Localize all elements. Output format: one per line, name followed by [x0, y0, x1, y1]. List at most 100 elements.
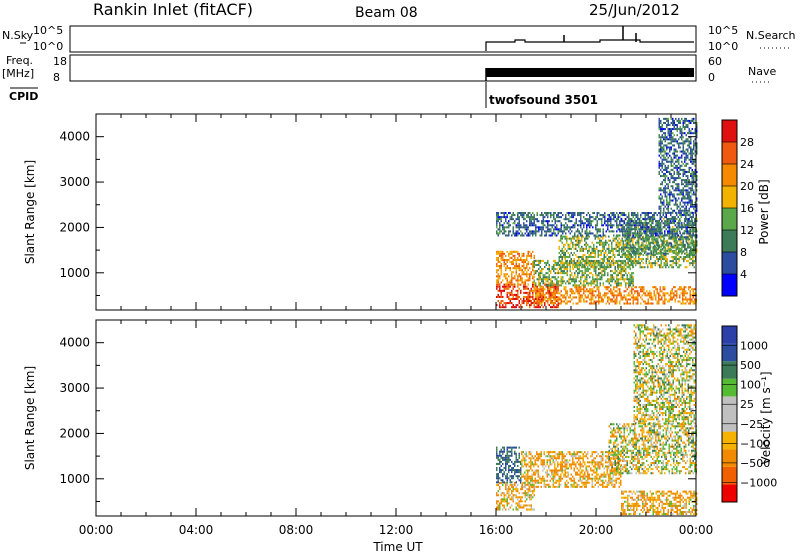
data-cell [660, 201, 662, 204]
data-cell [612, 258, 614, 261]
data-cell [678, 117, 680, 120]
data-cell [619, 302, 621, 305]
data-cell [669, 172, 671, 176]
data-cell [676, 150, 678, 153]
data-cell [661, 248, 663, 251]
data-cell [532, 269, 534, 272]
data-cell [570, 247, 572, 250]
data-cell [586, 214, 588, 217]
data-cell [521, 459, 523, 462]
data-cell [528, 477, 530, 480]
data-cell [608, 216, 610, 219]
data-cell [520, 460, 522, 463]
data-cell [611, 294, 613, 297]
data-cell [508, 232, 510, 235]
data-cell [679, 121, 681, 124]
data-cell [592, 216, 594, 219]
data-cell [574, 292, 576, 295]
data-cell [650, 224, 652, 227]
data-cell [499, 275, 501, 278]
data-cell [581, 258, 583, 261]
data-cell [687, 156, 689, 159]
data-cell [664, 248, 666, 251]
data-cell [678, 166, 680, 169]
data-cell [690, 211, 692, 214]
data-cell [512, 228, 514, 231]
data-cell [691, 172, 693, 176]
data-cell [616, 220, 618, 223]
data-cell [632, 224, 634, 227]
data-cell [667, 218, 669, 221]
data-cell [678, 170, 680, 173]
data-cell [643, 228, 645, 231]
data-cell [500, 218, 502, 221]
data-cell [497, 273, 499, 276]
data-cell [523, 486, 525, 489]
data-cell [538, 272, 540, 275]
data-cell [607, 300, 609, 303]
data-cell [524, 504, 526, 507]
data-cell [590, 264, 592, 267]
data-cell [583, 298, 585, 301]
data-cell [664, 211, 666, 214]
data-cell [558, 247, 560, 250]
data-cell [620, 212, 622, 215]
data-cell [496, 502, 498, 505]
data-cell [496, 304, 498, 307]
data-cell [591, 260, 593, 263]
data-cell [696, 170, 698, 173]
data-cell [688, 246, 690, 249]
data-cell [517, 458, 519, 461]
data-cell [539, 272, 541, 275]
data-cell [600, 241, 602, 244]
data-cell [520, 467, 522, 470]
data-cell [618, 253, 620, 257]
data-cell [566, 239, 568, 242]
data-cell [691, 150, 693, 153]
data-cell [573, 243, 575, 246]
data-cell [517, 279, 519, 282]
data-cell [678, 239, 680, 242]
data-cell [696, 205, 698, 208]
data-cell [685, 183, 687, 186]
data-cell [525, 455, 527, 458]
data-cell [586, 268, 588, 271]
data-cell [518, 232, 520, 235]
data-cell [544, 283, 546, 286]
data-cell [563, 243, 565, 246]
data-cell [623, 220, 625, 223]
data-cell [532, 291, 534, 294]
data-cell [650, 212, 652, 215]
data-cell [617, 268, 619, 271]
data-cell [678, 175, 680, 178]
data-cell [668, 294, 670, 297]
data-cell [603, 245, 605, 248]
data-cell [631, 248, 633, 251]
data-cell [506, 258, 508, 261]
data-cell [560, 212, 562, 215]
data-cell [658, 123, 660, 127]
data-cell [553, 294, 555, 297]
data-cell [658, 134, 660, 137]
data-cell [653, 253, 655, 257]
data-cell [686, 228, 688, 231]
data-cell [506, 477, 508, 480]
data-cell [582, 247, 584, 250]
data-cell [654, 241, 656, 244]
data-cell [530, 216, 532, 219]
data-cell [673, 162, 675, 165]
data-cell [515, 297, 517, 301]
data-cell [663, 148, 665, 151]
data-cell [682, 302, 684, 305]
data-cell [554, 222, 556, 225]
data-cell [523, 258, 525, 261]
data-cell [629, 222, 631, 225]
data-cell [533, 214, 535, 217]
data-cell [527, 469, 529, 472]
data-cell [667, 123, 669, 127]
data-cell [581, 294, 583, 297]
data-cell [508, 252, 510, 255]
data-cell [497, 258, 499, 261]
data-cell [644, 237, 646, 240]
data-cell [521, 271, 523, 274]
